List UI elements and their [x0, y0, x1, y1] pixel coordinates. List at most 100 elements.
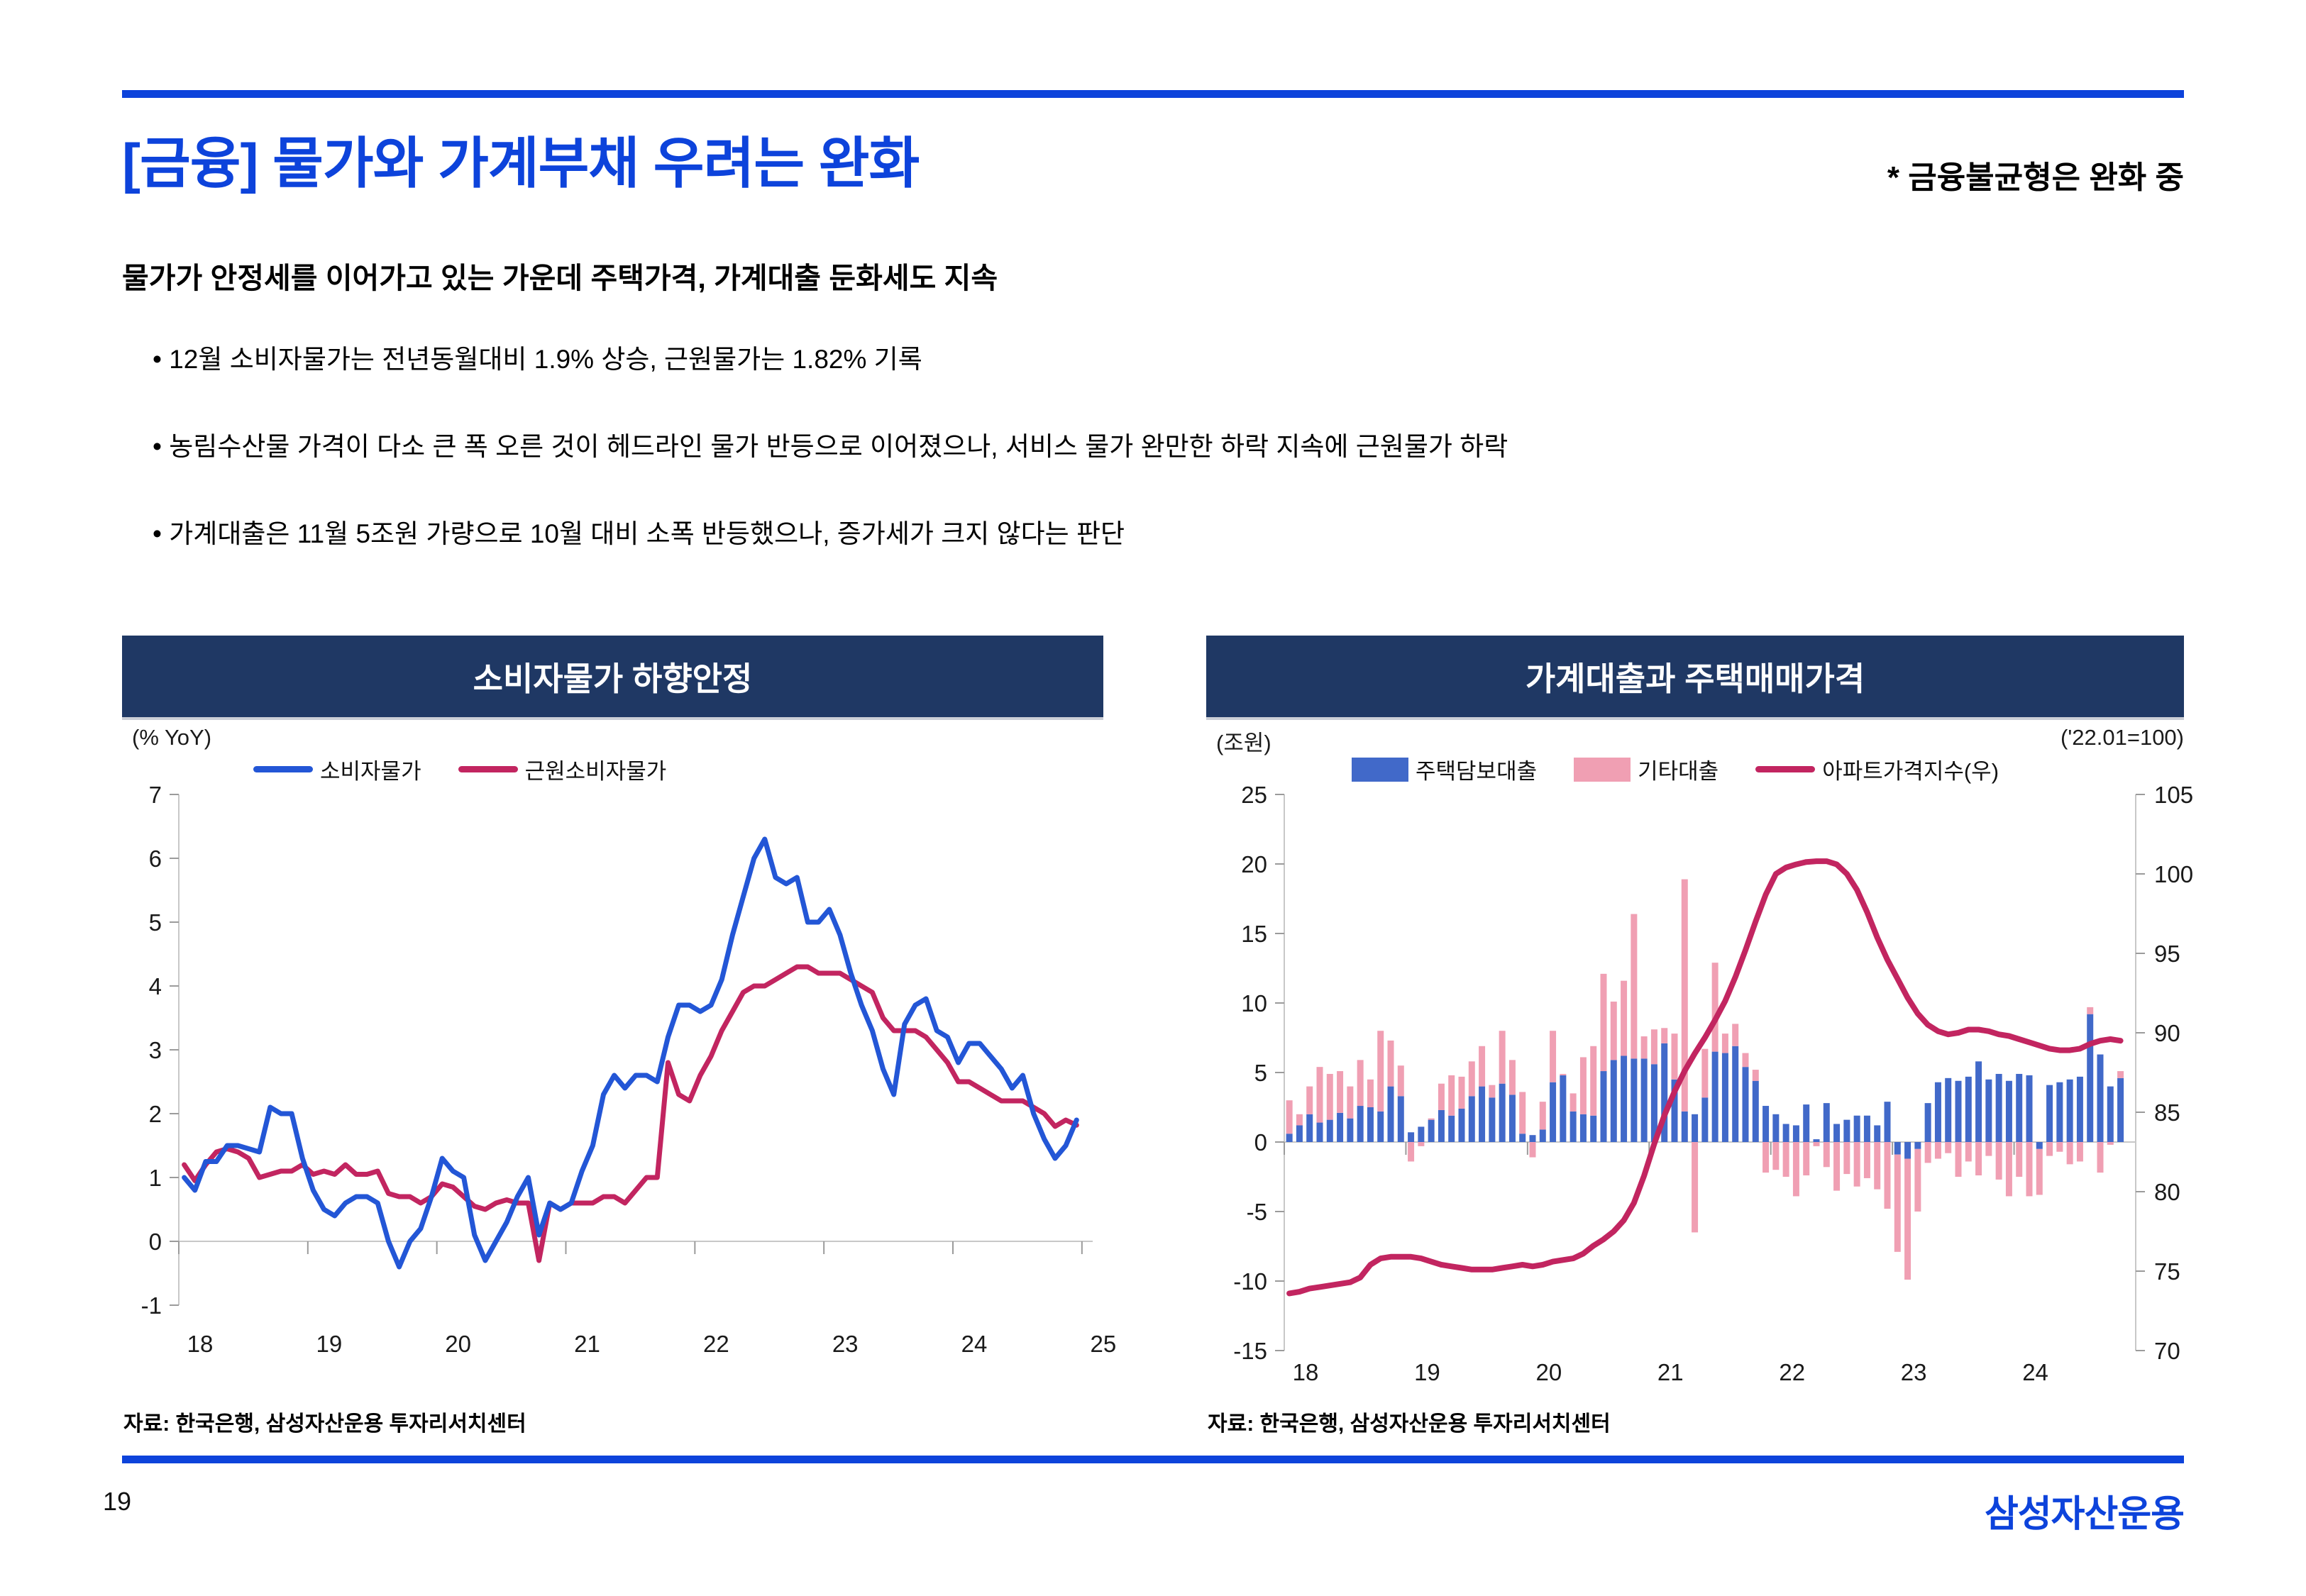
bar-segment: [1387, 1040, 1394, 1087]
bar-segment: [1863, 1115, 1870, 1142]
bar-segment: [1550, 1082, 1557, 1142]
bar-segment: [1792, 1142, 1799, 1197]
bar-segment: [1752, 1080, 1759, 1142]
bar-segment: [2097, 1054, 2104, 1142]
bar-segment: [2117, 1077, 2124, 1142]
bar-segment: [2066, 1079, 2073, 1142]
bar-segment: [1955, 1142, 1962, 1177]
bar-segment: [2107, 1086, 2114, 1142]
bar-segment: [1711, 1051, 1719, 1142]
bar-segment: [1448, 1115, 1455, 1142]
bar-segment: [2026, 1075, 2033, 1142]
bar-segment: [1792, 1125, 1799, 1142]
bar-segment: [1650, 1029, 1657, 1065]
bar-segment: [1468, 1096, 1475, 1142]
legend-label: 기타대출: [1638, 759, 1719, 784]
bar-segment: [1337, 1071, 1344, 1113]
page-number: 19: [103, 1487, 132, 1516]
cpi-legend: 소비자물가 근원소비자물가: [253, 753, 703, 785]
bar-segment: [1326, 1119, 1333, 1142]
bar-segment: [1782, 1142, 1789, 1177]
summary-heading: 물가가 안정세를 이어가고 있는 가운데 주택가격, 가계대출 둔화세도 지속: [122, 262, 998, 294]
bar-segment: [1640, 1058, 1648, 1142]
bar-segment: [1631, 914, 1638, 1059]
axis-tick-label: 15: [1241, 921, 1267, 947]
bar-segment: [1610, 1002, 1617, 1060]
bar-segment: [1975, 1142, 1982, 1176]
bullet-item: • 12월 소비자물가는 전년동월대비 1.9% 상승, 근원물가는 1.82%…: [153, 345, 922, 374]
axis-tick-label: 21: [1657, 1359, 1684, 1385]
bar-segment: [1985, 1142, 1992, 1156]
axis-tick-label: 5: [1254, 1060, 1267, 1086]
bar-segment: [1337, 1112, 1344, 1142]
line-series-소비자물가: [182, 836, 1079, 1270]
axis-tick-label: 24: [961, 1331, 988, 1357]
bar-segment: [1489, 1085, 1496, 1098]
bar-segment: [1692, 1114, 1699, 1142]
loans-right-axis-unit: ('22.01=100): [2060, 725, 2184, 750]
bar-segment: [1671, 1033, 1678, 1080]
bullet-item: • 가계대출은 11월 5조원 가량으로 10월 대비 소폭 반등했으나, 증가…: [153, 519, 1125, 548]
bar-segment: [1661, 1043, 1668, 1142]
axis-tick-label: 23: [1901, 1359, 1927, 1385]
bar-segment: [1965, 1076, 1972, 1142]
bar-segment: [1621, 1055, 1628, 1142]
bar-segment: [1519, 1092, 1526, 1134]
bar-segment: [1934, 1142, 1941, 1159]
axis-tick-label: 95: [2154, 941, 2180, 967]
bar-segment: [2005, 1142, 2012, 1197]
bar-segment: [1458, 1076, 1465, 1109]
bar-segment: [1539, 1102, 1546, 1130]
axis-tick-label: 19: [316, 1331, 342, 1357]
axis-tick-label: 20: [1535, 1359, 1562, 1385]
bar-segment: [1650, 1064, 1657, 1142]
axis-tick-label: 25: [1241, 782, 1267, 808]
bar-segment: [1721, 1033, 1728, 1053]
bar-segment: [1742, 1053, 1749, 1068]
bar-segment: [1408, 1132, 1415, 1142]
bar-segment: [1884, 1102, 1891, 1142]
loans-source: 자료: 한국은행, 삼성자산운용 투자리서치센터: [1208, 1412, 1611, 1436]
axis-tick-label: 3: [149, 1037, 162, 1063]
bar-segment: [1631, 1058, 1638, 1142]
bar-segment: [1732, 1024, 1739, 1046]
bar-segment: [1752, 1070, 1759, 1081]
bar-segment: [1387, 1086, 1394, 1142]
bar-segment: [1813, 1142, 1820, 1146]
axis-tick-label: 0: [149, 1229, 162, 1255]
legend-label: 소비자물가: [320, 759, 421, 784]
bar-segment: [1306, 1086, 1313, 1114]
bar-segment: [1418, 1126, 1425, 1142]
bar-segment: [1489, 1097, 1496, 1142]
axis-tick-label: 75: [2154, 1258, 2180, 1285]
top-rule: [122, 90, 2184, 98]
legend-line-swatch: [458, 766, 518, 772]
axis-tick-label: 2: [149, 1101, 162, 1127]
bar-segment: [2046, 1142, 2053, 1156]
bar-segment: [1833, 1124, 1841, 1142]
bar-segment: [1914, 1142, 1921, 1149]
line-series-근원소비자물가: [182, 964, 1079, 1263]
cpi-chart-title: 소비자물가 하향안정: [122, 636, 1103, 717]
axis-tick-label: 5: [149, 909, 162, 936]
legend-bar-swatch: [1574, 757, 1631, 782]
bar-segment: [1499, 1083, 1506, 1142]
bar-segment: [1499, 1031, 1506, 1084]
line-series-아파트가격지수(우): [1286, 858, 2124, 1297]
bar-segment: [2016, 1073, 2023, 1142]
bar-segment: [1438, 1083, 1445, 1110]
bar-segment: [1742, 1067, 1749, 1142]
bar-segment: [1367, 1079, 1374, 1107]
bar-segment: [1347, 1086, 1354, 1119]
bar-segment: [1995, 1142, 2002, 1180]
bar-segment: [2056, 1082, 2063, 1142]
bar-segment: [1640, 1036, 1648, 1059]
axis-tick-label: 70: [2154, 1338, 2180, 1364]
bar-segment: [1904, 1158, 1911, 1280]
axis-tick-label: -15: [1233, 1338, 1267, 1364]
bar-segment: [1296, 1114, 1303, 1126]
bar-segment: [1833, 1142, 1841, 1191]
axis-tick-label: -10: [1233, 1268, 1267, 1295]
bar-segment: [1408, 1142, 1415, 1162]
